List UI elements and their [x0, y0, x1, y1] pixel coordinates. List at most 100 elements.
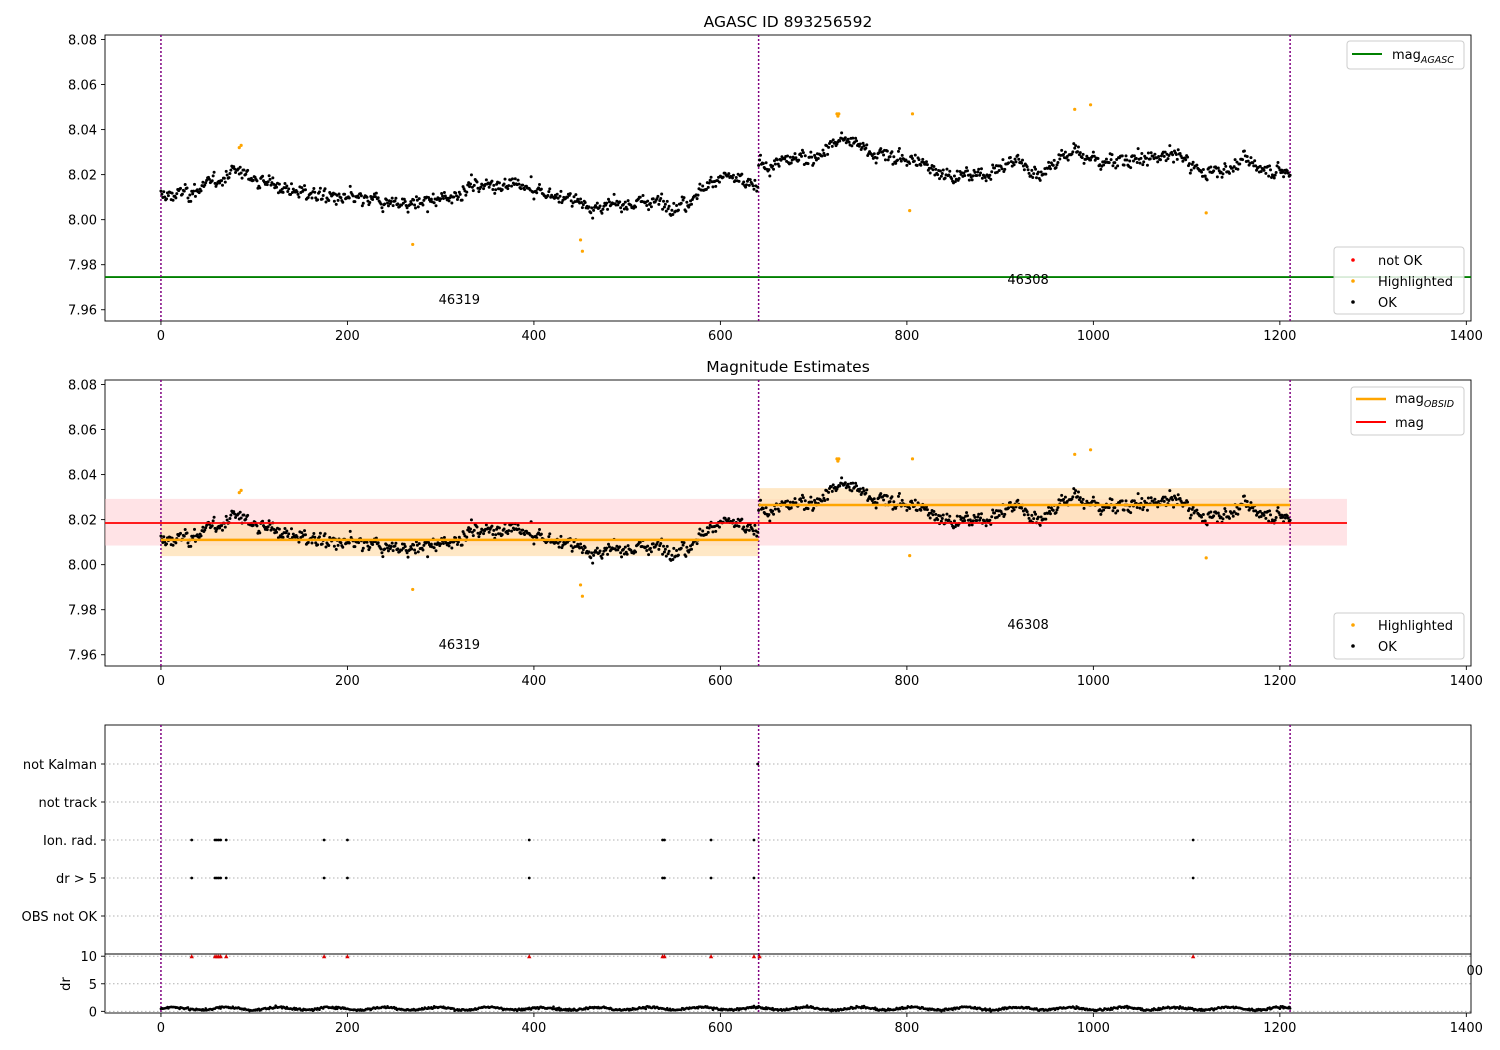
ok-point [324, 200, 328, 204]
ok-point [1276, 505, 1280, 509]
ok-point [576, 197, 580, 201]
ok-point [823, 499, 827, 503]
ok-point [1092, 154, 1096, 158]
x-tick-label: 800 [894, 329, 919, 344]
ok-point [266, 525, 270, 529]
ok-point [205, 178, 209, 182]
ok-point [1016, 153, 1020, 157]
ok-point [850, 144, 854, 148]
ok-point [800, 499, 804, 503]
ok-point [745, 528, 749, 532]
ok-point [193, 182, 197, 186]
ok-point [1262, 513, 1266, 517]
ok-point [665, 199, 669, 203]
ok-point [1016, 498, 1020, 502]
ok-point [1008, 501, 1012, 505]
ok-point [316, 198, 320, 202]
ok-point [984, 524, 988, 528]
ok-point [1242, 149, 1246, 153]
ok-point [751, 184, 755, 188]
ok-point [662, 205, 666, 209]
ok-point [711, 530, 715, 534]
ok-point [665, 544, 669, 548]
ok-point [1168, 144, 1172, 148]
ok-point [396, 547, 400, 551]
ok-point [977, 512, 981, 516]
ok-point [1129, 166, 1133, 170]
ok-point [823, 154, 827, 158]
ok-point [664, 209, 668, 213]
ok-point [607, 197, 611, 201]
ok-point [618, 545, 622, 549]
ok-point [220, 528, 224, 532]
ok-point [1195, 163, 1199, 167]
ok-point [861, 486, 865, 490]
ok-point [175, 192, 179, 196]
ok-point [1141, 163, 1145, 167]
ok-point [529, 175, 533, 179]
ok-point [888, 155, 892, 159]
ok-point [1051, 508, 1055, 512]
ok-point [334, 547, 338, 551]
ok-point [556, 196, 560, 200]
ok-point [297, 195, 301, 199]
ok-point [1277, 166, 1281, 170]
ok-point [663, 202, 667, 206]
ok-point [826, 497, 830, 501]
ok-point [477, 190, 481, 194]
ok-point [821, 148, 825, 152]
ok-point [332, 544, 336, 548]
ok-point [786, 154, 790, 158]
ok-point [1047, 505, 1051, 509]
ok-point [801, 151, 805, 155]
ok-point [1120, 499, 1124, 503]
ok-point [800, 493, 804, 497]
ok-point [684, 554, 688, 558]
ok-point [659, 197, 663, 201]
ok-point [945, 512, 949, 516]
ok-point [1007, 161, 1011, 165]
ok-point [380, 206, 384, 210]
ok-point [223, 525, 227, 529]
ok-point [244, 172, 248, 176]
ok-point [456, 195, 460, 199]
ok-point [1021, 158, 1025, 162]
highlighted-point [1204, 556, 1208, 560]
ok-point [661, 207, 665, 211]
ok-point [651, 542, 655, 546]
y-tick-label: 8.04 [68, 469, 97, 484]
ok-point [239, 171, 243, 175]
ok-point [310, 541, 314, 545]
highlighted-point [1204, 211, 1208, 215]
y-tick-label: 7.96 [68, 304, 97, 319]
ok-point [360, 549, 364, 553]
ok-point [748, 178, 752, 182]
ok-point [840, 131, 844, 135]
ok-point [324, 545, 328, 549]
x-tick-label: 0 [157, 1021, 165, 1036]
ok-point [587, 550, 591, 554]
ok-point [846, 482, 850, 486]
dr-outlier-marker [1190, 954, 1196, 959]
ok-point [1282, 175, 1286, 179]
dr-outlier-marker [751, 954, 757, 959]
ok-point [844, 141, 848, 145]
ok-point [1220, 175, 1224, 179]
ok-point [271, 176, 275, 180]
ok-point [991, 163, 995, 167]
ok-point [281, 190, 285, 194]
ok-point [1245, 499, 1249, 503]
ok-point [634, 205, 638, 209]
ok-point [607, 200, 611, 204]
flag-point [752, 838, 756, 842]
ok-point [174, 196, 178, 200]
ok-point [882, 498, 886, 502]
ok-point [645, 549, 649, 553]
ok-point [469, 527, 473, 531]
ok-point [179, 186, 183, 190]
ok-point [348, 184, 352, 188]
ok-point [1178, 151, 1182, 155]
ok-point [810, 500, 814, 504]
ok-point [913, 153, 917, 157]
ok-point [1074, 144, 1078, 148]
